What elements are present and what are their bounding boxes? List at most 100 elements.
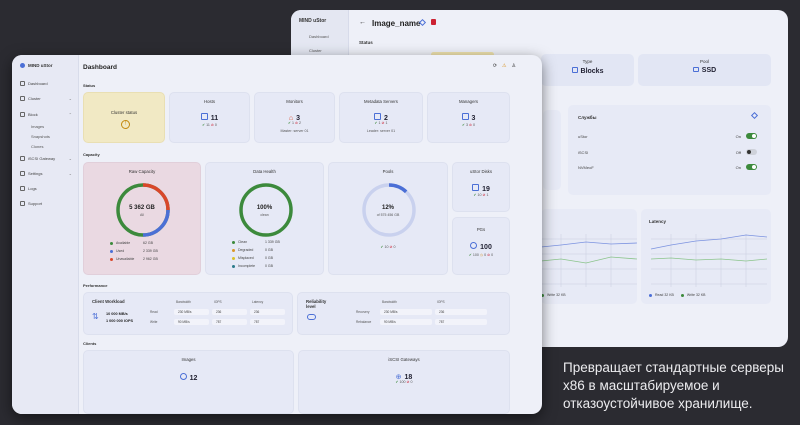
chevron-icon: ⌃ [68, 112, 72, 117]
table-header: IOPS [437, 300, 445, 304]
back-write-chart: Write 32 KB [541, 209, 637, 304]
sidebar-item-snapshots[interactable]: Snapshots [31, 134, 83, 139]
pools-stats: ✔ 10 ⊘ 0 [380, 245, 396, 249]
sidebar-item-label: Support [28, 201, 43, 206]
sidebar-item-settings[interactable]: Settings ⌄ [20, 171, 72, 176]
raw-capacity-total: 5 362 GB [129, 205, 155, 211]
metadata-stats: ✔ 1 ⊘ 1 [374, 121, 388, 125]
table-cell: 90 MB/s [380, 319, 432, 325]
sidebar-item-logs[interactable]: Logs [20, 186, 72, 191]
sidebar-item-label: Images [31, 124, 45, 129]
services-card: Службы uStor On iSCSI Off NVMeoF On [568, 105, 771, 195]
reliability-card[interactable]: Reliability level Bandwidth IOPS Recovery 2… [297, 292, 510, 335]
legend-label: Misplaced [238, 256, 254, 260]
back-arrow-icon[interactable]: ← [359, 19, 366, 26]
table-header: IOPS [214, 300, 222, 304]
legend-dot [232, 256, 235, 260]
ustor-disks-stats: ✔ 10 ⊘ 1 [473, 193, 489, 197]
refresh-icon[interactable]: ⟳ [492, 63, 498, 69]
legend-item: Degraded 0 GB [232, 248, 302, 252]
managers-stats: ✔ 3 ⊘ 0 [461, 123, 476, 127]
legend-dot [110, 257, 113, 261]
pools-percent: 12% [381, 205, 394, 211]
reliability-icon [307, 314, 316, 320]
hosts-card[interactable]: Hosts 11 ✔ 11 ⊘ 0 [169, 92, 250, 143]
pool-card: Pool SSD [638, 54, 771, 86]
table-row-label: Read [150, 310, 158, 314]
capacity-heading: Capacity [83, 152, 100, 157]
ustor-toggle[interactable] [746, 133, 757, 139]
table-row-label: Rebalance [356, 320, 372, 324]
cluster-icon [20, 96, 25, 101]
table-cell: 787 [212, 319, 247, 325]
sidebar-item-clones[interactable]: Clones [31, 144, 83, 149]
sidebar-item-support[interactable]: Support [20, 201, 72, 206]
back-nav-dashboard[interactable]: Dashboard [309, 34, 329, 39]
legend-item: Unavailable 2 962 GB [110, 257, 180, 261]
sidebar-item-block[interactable]: Block ⌃ [20, 112, 72, 117]
monitors-card[interactable]: Monitors ⌂ 3 ✔ 1 ⊘ 2 Master: server 01 [254, 92, 335, 143]
main-content: Dashboard ⟳ ⚠ ♙ Status Cluster status ! … [79, 55, 542, 414]
reliability-label: Reliability level [306, 299, 327, 309]
client-workload-card[interactable]: Client Workload ⇅ 10 000 MB/s 1 000 000 … [83, 292, 293, 335]
delete-icon[interactable] [431, 19, 436, 25]
metadata-card[interactable]: Metadata Servers 2 ✔ 1 ⊘ 1 Leader: serve… [339, 92, 423, 143]
pgs-card[interactable]: PGs 100 ✔ 100 ◷ 0 ⊘ 0 [452, 217, 510, 275]
sidebar-item-label: Settings [28, 171, 43, 176]
support-icon [20, 201, 25, 206]
legend-value: 2 339 GB [143, 249, 158, 253]
back-logo: MIND uStor [299, 18, 327, 24]
chevron-icon: ⌄ [68, 96, 72, 101]
sidebar-item-label: Snapshots [31, 134, 50, 139]
service-row-ustor: uStor On [578, 133, 757, 139]
pools-label: Pools [382, 169, 394, 174]
iscsi-gateways-card[interactable]: iSCSI Gateways ⊕ 18 ✔ 100 ⊘ 0 [298, 350, 510, 414]
sidebar-item-images[interactable]: Images [31, 124, 83, 129]
images-card[interactable]: Images 12 [83, 350, 294, 414]
page-title: Dashboard [83, 64, 117, 71]
back-write-legend: Write 32 KB [541, 293, 566, 297]
iscsi-toggle[interactable] [746, 149, 757, 155]
logo: MIND uStor [20, 63, 53, 68]
table-header: Bandwidth [382, 300, 397, 304]
sidebar-item-cluster[interactable]: Cluster ⌄ [20, 96, 72, 101]
raw-capacity-card[interactable]: Raw Capacity 5 362 GB All Available 62 GB… [83, 162, 201, 275]
monitors-label: Monitors [286, 99, 303, 104]
pools-sub: of 575 456 GB [376, 213, 400, 217]
client-iops: 1 000 000 IOPS [106, 319, 134, 323]
legend-value: 0 GB [265, 264, 273, 268]
sidebar-item-dashboard[interactable]: Dashboard [20, 81, 72, 86]
type-label: Type [582, 59, 593, 64]
image-title: Image_name [372, 19, 421, 28]
alert-icon[interactable]: ⚠ [502, 63, 507, 69]
table-cell: 236 [212, 309, 247, 315]
sidebar-item-label: Clones [31, 144, 44, 149]
table-cell: 230 MB/s [174, 309, 209, 315]
pools-card[interactable]: Pools 12% of 575 456 GB ✔ 10 ⊘ 0 [328, 162, 448, 275]
latency-chart-svg [650, 234, 768, 287]
ustor-disks-card[interactable]: uStor Disks 19 ✔ 10 ⊘ 1 [452, 162, 510, 212]
warning-icon: ! [121, 120, 130, 129]
cluster-status-card[interactable]: Cluster status ! [83, 92, 165, 143]
back-write-chart-svg [541, 234, 637, 287]
nvmeof-toggle[interactable] [746, 164, 757, 170]
sidebar-item-label: Dashboard [28, 81, 48, 86]
pool-label: Pool [699, 59, 709, 64]
legend-value: 62 GB [143, 241, 153, 245]
hosts-stats: ✔ 11 ⊘ 0 [202, 123, 217, 127]
data-health-card[interactable]: Data Health 100% clean Clean 1 339 GB Degr… [205, 162, 324, 275]
raw-capacity-ring [116, 183, 170, 237]
managers-card[interactable]: Managers 3 ✔ 3 ⊘ 0 [427, 92, 510, 143]
user-icon[interactable]: ♙ [511, 63, 516, 69]
legend-dot [232, 248, 235, 252]
back-status-strip [431, 52, 494, 57]
table-row-label: Recovery [356, 310, 370, 314]
back-nav-cluster[interactable]: Cluster [309, 48, 322, 53]
legend-dot [232, 240, 235, 244]
sidebar-item-iscsi-gateway[interactable]: iSCSI Gateway ⌄ [20, 156, 72, 161]
services-edit-icon[interactable] [750, 111, 759, 120]
pgs-count: 100 [453, 236, 509, 254]
table-cell: 230 MB/s [380, 309, 432, 315]
legend-label: Degraded [238, 248, 254, 252]
toolbar-icons: ⟳ ⚠ ♙ [493, 63, 516, 69]
